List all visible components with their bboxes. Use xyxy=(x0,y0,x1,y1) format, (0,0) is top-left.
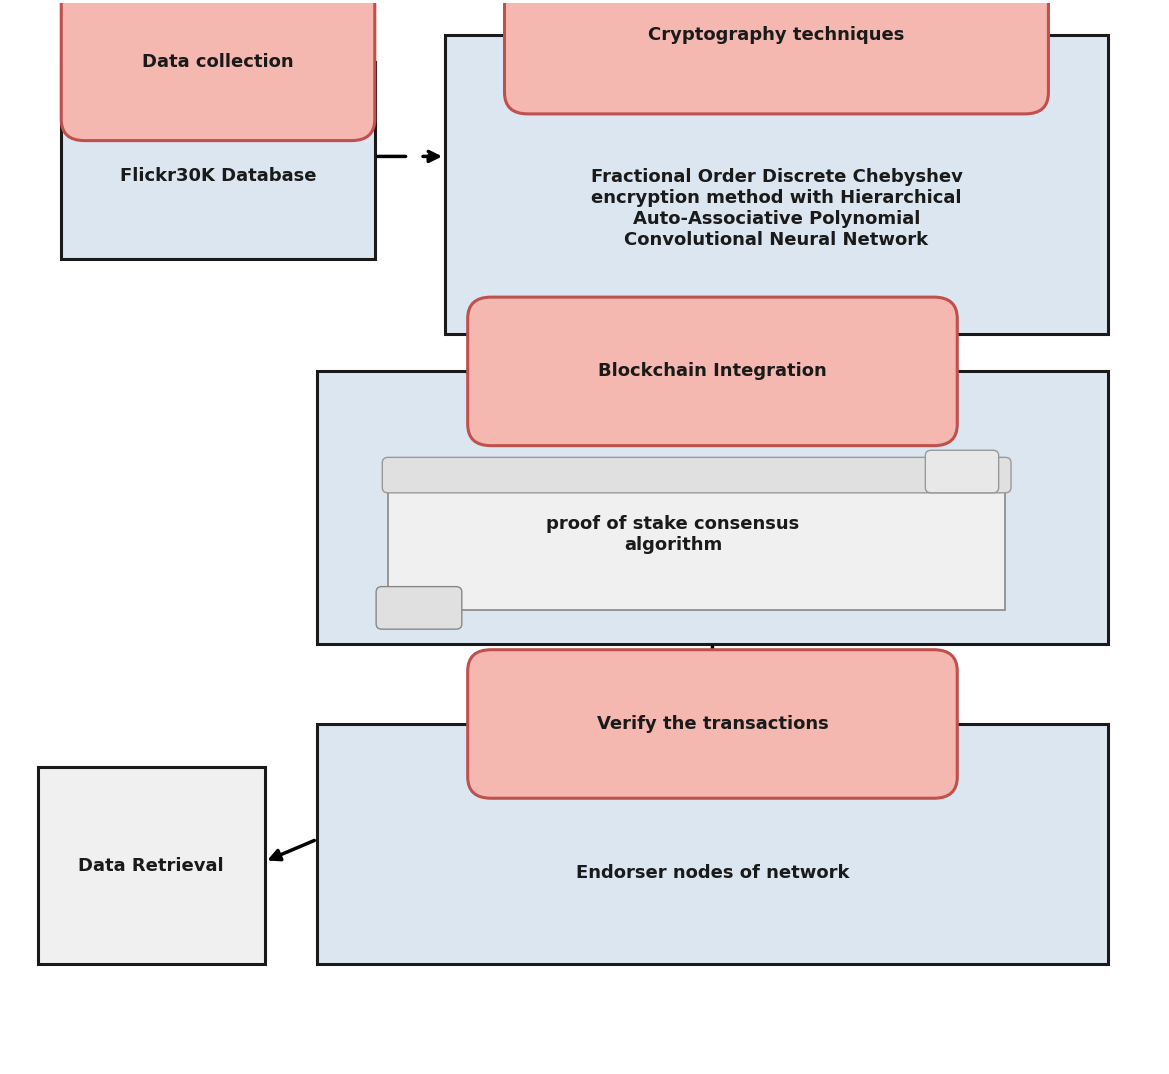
FancyBboxPatch shape xyxy=(505,0,1049,114)
Text: Verify the transactions: Verify the transactions xyxy=(596,715,829,732)
Text: Flickr30K Database: Flickr30K Database xyxy=(119,168,317,185)
FancyBboxPatch shape xyxy=(37,767,264,964)
FancyBboxPatch shape xyxy=(317,724,1108,964)
FancyBboxPatch shape xyxy=(376,586,462,629)
FancyBboxPatch shape xyxy=(382,458,1011,493)
Text: Data Retrieval: Data Retrieval xyxy=(78,857,224,874)
Text: Data collection: Data collection xyxy=(143,53,293,71)
Text: Fractional Order Discrete Chebyshev
encryption method with Hierarchical
Auto-Ass: Fractional Order Discrete Chebyshev encr… xyxy=(590,169,962,248)
FancyBboxPatch shape xyxy=(317,372,1108,643)
Text: Blockchain Integration: Blockchain Integration xyxy=(599,362,826,380)
FancyBboxPatch shape xyxy=(468,297,957,446)
Text: Endorser nodes of network: Endorser nodes of network xyxy=(575,863,849,882)
Text: Cryptography techniques: Cryptography techniques xyxy=(649,26,905,44)
FancyBboxPatch shape xyxy=(445,34,1108,334)
FancyBboxPatch shape xyxy=(61,61,375,259)
FancyBboxPatch shape xyxy=(388,482,1005,610)
FancyBboxPatch shape xyxy=(468,650,957,798)
Text: proof of stake consensus
algorithm: proof of stake consensus algorithm xyxy=(546,516,800,554)
FancyBboxPatch shape xyxy=(61,0,375,141)
FancyBboxPatch shape xyxy=(926,450,998,493)
